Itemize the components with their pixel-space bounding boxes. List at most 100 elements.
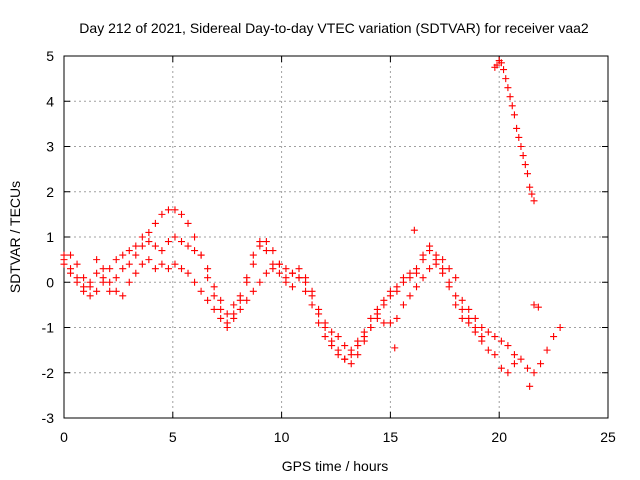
data-point xyxy=(550,333,558,341)
data-point xyxy=(334,351,342,359)
data-point xyxy=(354,337,362,345)
data-point xyxy=(513,124,521,132)
data-point xyxy=(132,251,140,259)
data-point xyxy=(151,265,159,273)
data-point xyxy=(191,278,199,286)
data-point xyxy=(171,206,179,214)
series-isolated-points xyxy=(391,226,542,390)
data-point xyxy=(517,143,525,150)
data-point xyxy=(367,314,375,322)
data-point xyxy=(178,210,186,218)
data-point xyxy=(269,247,277,255)
y-tick-label: -1 xyxy=(42,320,55,336)
data-point xyxy=(519,152,527,160)
data-point xyxy=(321,319,329,327)
data-point xyxy=(308,287,316,295)
data-point xyxy=(93,256,101,264)
data-point xyxy=(112,256,120,264)
data-point xyxy=(528,190,536,198)
data-point xyxy=(93,287,101,295)
data-point xyxy=(217,296,225,304)
data-point xyxy=(458,305,466,313)
data-point xyxy=(523,170,531,178)
data-point xyxy=(178,238,186,246)
data-point xyxy=(445,265,453,273)
data-point xyxy=(112,274,120,282)
data-point xyxy=(334,333,342,341)
data-point xyxy=(67,251,75,259)
data-point xyxy=(288,269,296,277)
data-point xyxy=(99,265,107,273)
data-point xyxy=(191,233,199,241)
data-point xyxy=(73,278,81,286)
data-point xyxy=(302,274,310,282)
x-tick-label: 20 xyxy=(491,429,507,445)
data-point xyxy=(413,283,421,291)
data-point xyxy=(191,247,199,255)
data-point xyxy=(308,301,316,309)
data-point xyxy=(295,274,303,282)
data-point xyxy=(341,355,349,363)
data-point xyxy=(413,265,421,273)
data-point xyxy=(125,278,133,286)
data-point xyxy=(478,333,486,341)
data-point xyxy=(269,260,277,268)
data-marks xyxy=(60,57,564,390)
x-tick-label: 5 xyxy=(169,429,177,445)
data-point xyxy=(236,305,244,313)
data-point xyxy=(497,337,505,345)
data-point xyxy=(145,228,153,236)
data-point xyxy=(275,269,283,277)
data-point xyxy=(210,283,218,291)
data-point xyxy=(452,292,460,300)
data-point xyxy=(204,274,212,282)
data-point xyxy=(282,278,290,286)
data-point xyxy=(410,226,418,234)
y-tick-label: 5 xyxy=(46,48,54,64)
data-point xyxy=(510,360,518,368)
x-tick-label: 15 xyxy=(383,429,399,445)
axis-ticks xyxy=(63,55,609,419)
data-point xyxy=(204,296,212,304)
data-point xyxy=(484,328,492,336)
data-point xyxy=(106,265,114,273)
data-point xyxy=(230,314,238,322)
data-point xyxy=(537,360,545,368)
data-point xyxy=(419,251,427,259)
grid-lines xyxy=(64,56,608,418)
data-point xyxy=(86,292,94,300)
data-point xyxy=(256,278,264,286)
data-point xyxy=(119,265,127,273)
data-point xyxy=(80,287,88,295)
data-point xyxy=(217,305,225,313)
data-point xyxy=(249,287,257,295)
series-track-2 xyxy=(60,256,518,363)
data-point xyxy=(504,84,512,92)
data-point xyxy=(145,238,153,246)
data-point xyxy=(138,233,146,241)
data-point xyxy=(164,238,172,246)
data-point xyxy=(262,269,270,277)
data-point xyxy=(347,346,355,354)
x-tick-label: 0 xyxy=(60,429,68,445)
data-point xyxy=(360,328,368,336)
data-point xyxy=(197,287,205,295)
data-point xyxy=(478,324,486,331)
data-point xyxy=(210,305,218,313)
y-tick-label: 2 xyxy=(46,184,54,200)
series-track-3 xyxy=(60,233,486,354)
data-point xyxy=(321,333,329,341)
data-point xyxy=(406,269,414,277)
data-point xyxy=(373,305,381,313)
data-point xyxy=(502,75,510,83)
data-point xyxy=(164,206,172,214)
data-point xyxy=(556,324,564,331)
data-point xyxy=(230,301,238,309)
data-point xyxy=(125,247,133,255)
data-point xyxy=(197,251,205,259)
data-point xyxy=(391,344,399,352)
series-late-segment xyxy=(491,57,538,205)
data-point xyxy=(158,260,166,268)
x-tick-label: 10 xyxy=(274,429,290,445)
data-point xyxy=(223,324,231,331)
